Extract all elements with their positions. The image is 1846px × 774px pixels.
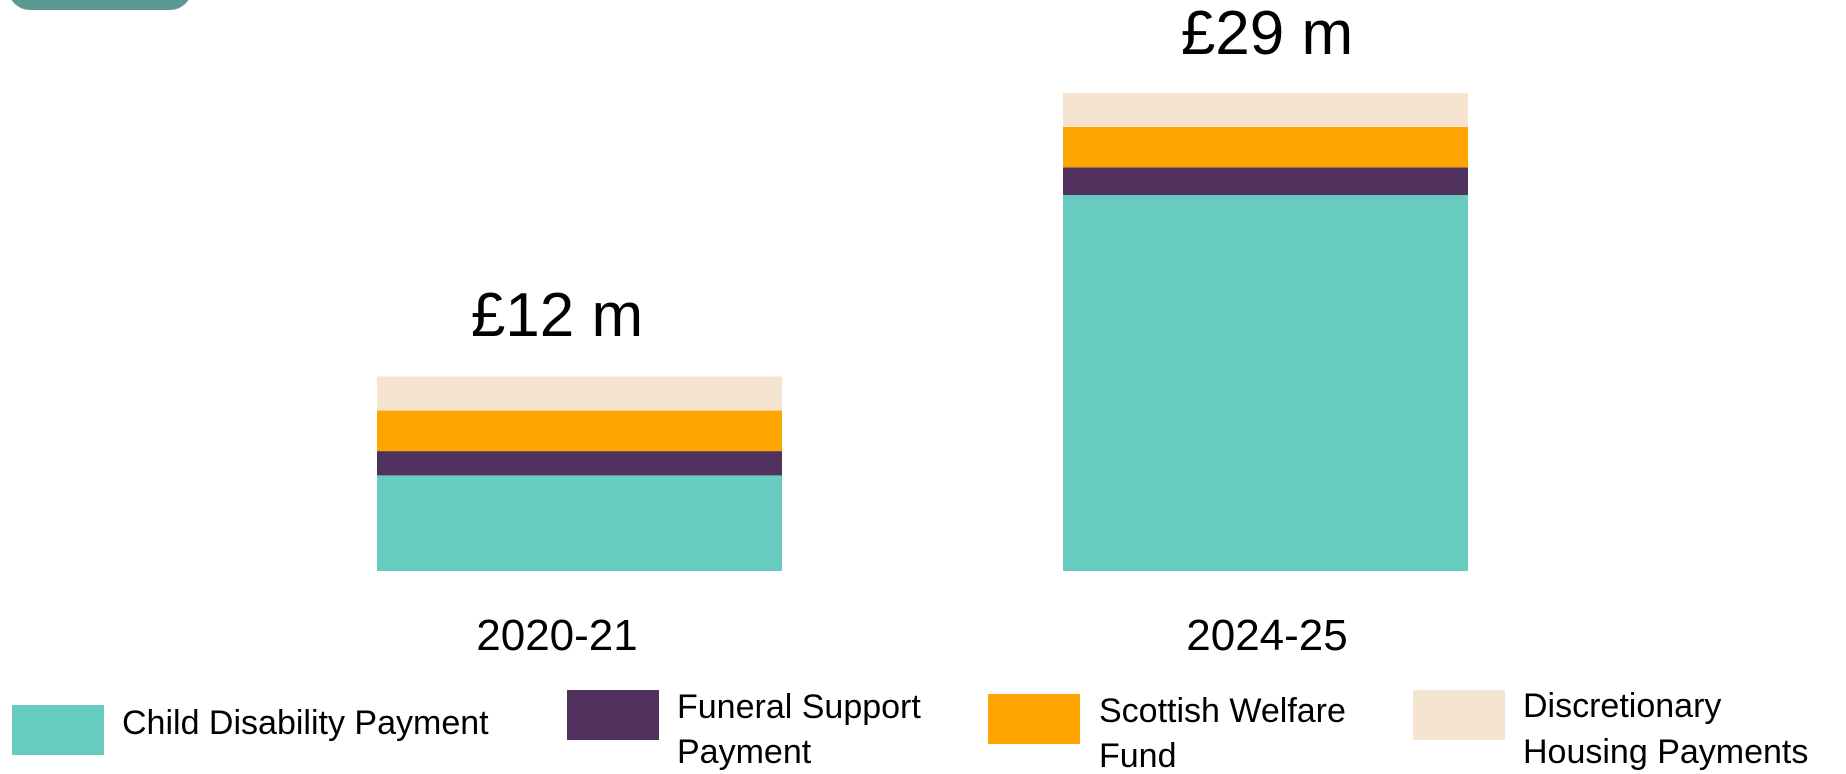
bar-segment-funeral-support-payment-2020-21 (377, 451, 782, 476)
bar-segment-scottish-welfare-fund-2020-21 (377, 410, 782, 452)
legend: Child Disability Payment Funeral Support… (12, 687, 1808, 774)
bar-segment-discretionary-housing-payments-2024-25 (1063, 92, 1468, 127)
legend-label-funeral-line-2: Payment (677, 733, 812, 771)
legend-label-discretionary-housing-payments: Discretionary Housing Payments (1523, 687, 1808, 771)
bar-segment-discretionary-housing-payments-2020-21 (377, 376, 782, 411)
bar-segment-funeral-support-payment-2024-25 (1063, 167, 1468, 195)
legend-label-dhp-line-2: Housing Payments (1523, 733, 1808, 771)
legend-swatch-child-disability-payment (12, 705, 104, 755)
bar-segment-child-disability-payment-2024-25 (1063, 195, 1468, 571)
x-tick-2020-21: 2020-21 (476, 611, 637, 660)
bar-segment-child-disability-payment-2020-21 (377, 475, 782, 571)
legend-swatch-scottish-welfare-fund (988, 694, 1080, 744)
legend-label-funeral-line-1: Funeral Support (677, 688, 921, 726)
header-badge (11, 0, 189, 10)
legend-label-dhp-line-1: Discretionary (1523, 687, 1721, 725)
total-label-2024-25: £29 m (1181, 0, 1353, 68)
bars-layer (377, 92, 1468, 571)
legend-label-swf-line-1: Scottish Welfare (1099, 692, 1346, 730)
x-tick-2024-25: 2024-25 (1186, 611, 1347, 660)
legend-swatch-funeral-support-payment (567, 690, 659, 740)
legend-label-swf-line-2: Fund (1099, 737, 1177, 774)
legend-label-funeral-support-payment: Funeral Support Payment (677, 688, 930, 771)
legend-label-child-disability-payment: Child Disability Payment (122, 704, 489, 742)
legend-swatch-discretionary-housing-payments (1413, 690, 1505, 740)
legend-label-scottish-welfare-fund: Scottish Welfare Fund (1099, 692, 1355, 774)
total-label-2020-21: £12 m (471, 281, 643, 350)
bar-segment-scottish-welfare-fund-2024-25 (1063, 126, 1468, 168)
